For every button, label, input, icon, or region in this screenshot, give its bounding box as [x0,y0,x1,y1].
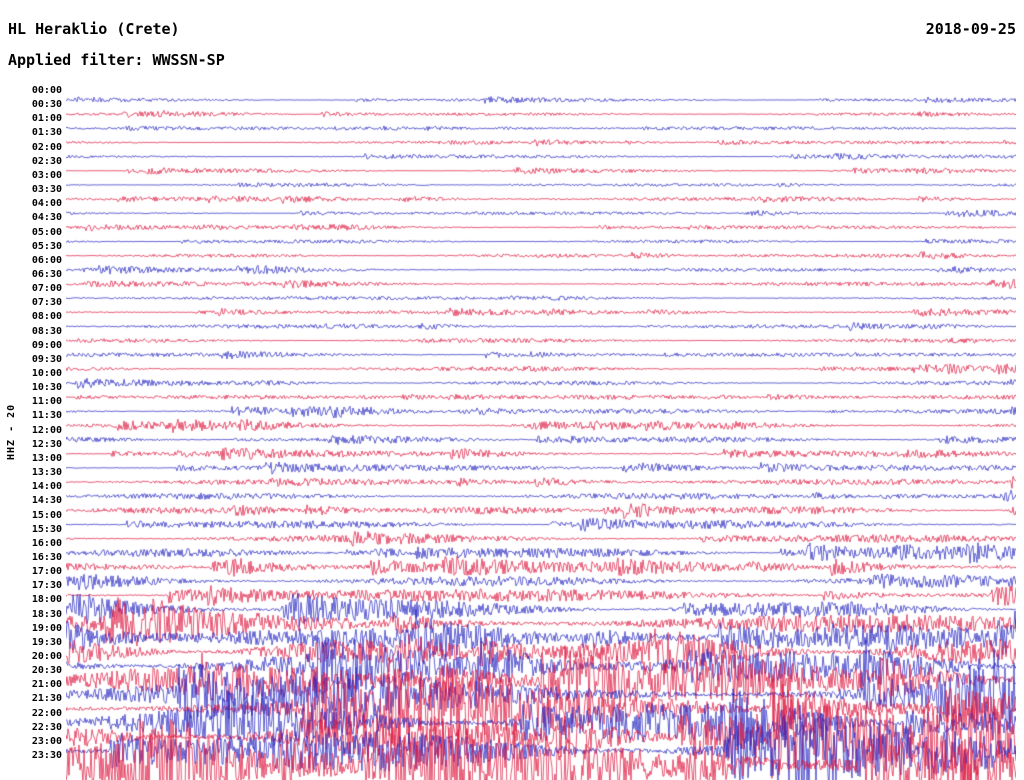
time-label: 12:00 [31,424,62,436]
time-label: 19:00 [31,622,62,634]
time-label: 05:30 [31,240,62,252]
time-label: 09:30 [31,353,62,365]
time-label: 11:00 [31,396,62,408]
time-label: 14:00 [31,481,62,493]
time-label: 12:30 [31,438,62,450]
time-label: 23:00 [31,735,62,747]
time-label: 04:30 [31,212,62,224]
time-label: 09:00 [31,339,62,351]
time-label: 10:00 [31,368,62,379]
time-label: 00:00 [31,85,62,96]
time-label: 14:30 [31,495,62,507]
time-label: 19:30 [31,636,62,648]
time-label: 20:30 [31,665,62,677]
time-label: 03:30 [31,184,62,196]
time-label: 05:00 [31,226,62,238]
time-label: 13:30 [31,467,62,479]
time-label: 22:30 [31,721,62,733]
time-label: 08:00 [31,311,62,323]
time-label: 18:30 [31,608,62,620]
time-label: 15:30 [31,523,62,535]
time-label: 00:30 [31,99,62,111]
seismogram-traces [66,0,1016,780]
time-label: 21:00 [31,679,62,691]
time-label: 20:00 [31,651,62,662]
time-label: 03:00 [31,169,62,181]
time-label: 02:00 [31,141,62,153]
time-label: 17:00 [31,566,62,578]
time-label: 02:30 [31,155,62,167]
time-label: 10:30 [31,382,62,394]
time-label: 15:00 [31,509,62,521]
time-label: 01:30 [31,127,62,139]
time-label: 07:30 [31,297,62,309]
time-label: 17:30 [31,580,62,592]
time-label: 18:00 [31,594,62,606]
time-label: 04:00 [31,198,62,210]
time-label: 23:30 [31,750,62,762]
time-label: 16:00 [31,537,62,549]
time-label: 16:30 [31,551,62,563]
time-label: 11:30 [31,410,62,422]
time-label: 13:00 [31,452,62,464]
time-label: 22:00 [31,707,62,719]
time-label: 06:00 [31,254,62,266]
time-label: 01:00 [31,113,62,125]
time-label: 06:30 [31,268,62,280]
time-label: 21:30 [31,693,62,705]
time-label: 08:30 [31,325,62,337]
time-label: 07:00 [31,283,62,295]
